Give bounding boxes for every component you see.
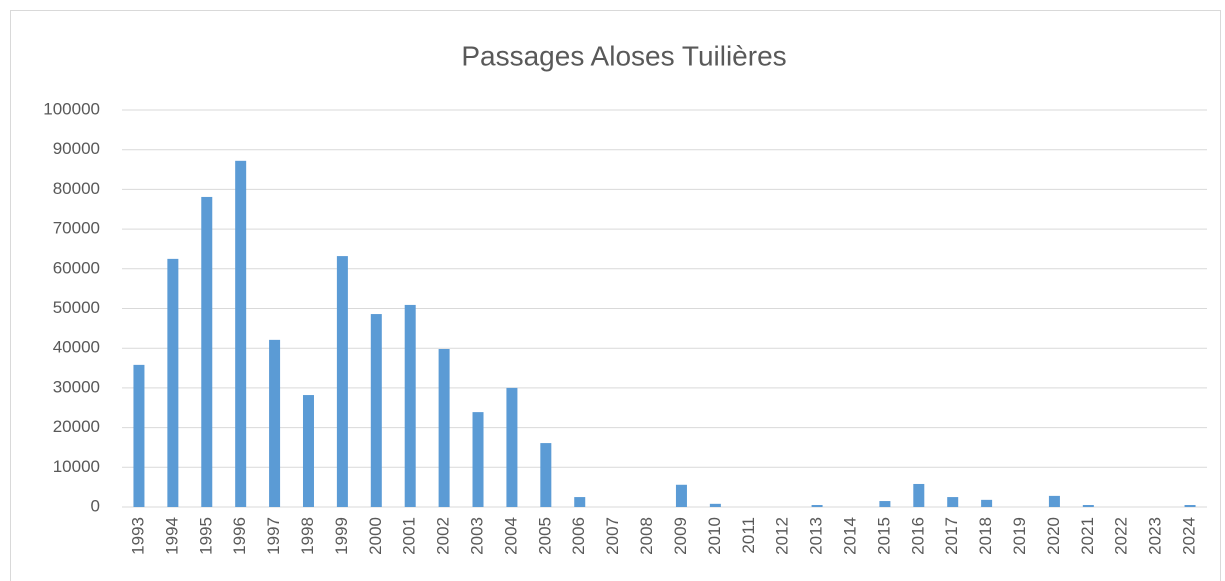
x-tick-label: 2001 <box>400 517 419 555</box>
bar <box>540 443 552 507</box>
bar <box>404 304 416 507</box>
x-tick-label: 1999 <box>332 517 351 555</box>
bar <box>981 499 993 507</box>
x-tick-label: 2019 <box>1010 517 1029 555</box>
y-tick-label: 10000 <box>53 457 100 476</box>
x-tick-label: 2009 <box>671 517 690 555</box>
x-tick-label: 2008 <box>637 517 656 555</box>
bar <box>1184 505 1196 507</box>
x-tick-label: 1994 <box>162 517 181 555</box>
x-tick-label: 2018 <box>976 517 995 555</box>
chart-border <box>10 10 1221 581</box>
bar <box>574 497 586 507</box>
y-tick-label: 30000 <box>53 377 100 396</box>
bar <box>1082 505 1094 507</box>
y-tick-label: 100000 <box>43 99 100 118</box>
x-tick-label: 1997 <box>264 517 283 555</box>
y-tick-label: 50000 <box>53 298 100 317</box>
y-tick-label: 70000 <box>53 219 100 238</box>
x-tick-label: 1993 <box>128 517 147 555</box>
x-tick-label: 2016 <box>908 517 927 555</box>
x-tick-label: 2021 <box>1078 517 1097 555</box>
x-tick-label: 2002 <box>434 517 453 555</box>
bar <box>947 497 959 507</box>
chart-title: Passages Aloses Tuilières <box>461 40 786 71</box>
x-tick-label: 2015 <box>874 517 893 555</box>
bar <box>1048 495 1060 507</box>
x-tick-label: 2010 <box>705 517 724 555</box>
x-tick-label: 1996 <box>230 517 249 555</box>
bar <box>167 258 179 507</box>
y-tick-label: 0 <box>91 496 100 515</box>
x-tick-label: 2000 <box>366 517 385 555</box>
bar <box>913 483 925 507</box>
bar <box>811 505 823 507</box>
bar <box>336 256 348 507</box>
x-tick-label: 2007 <box>603 517 622 555</box>
x-tick-label: 1995 <box>196 517 215 555</box>
bar <box>879 501 891 507</box>
bar <box>438 348 450 507</box>
x-tick-label: 1998 <box>298 517 317 555</box>
bar <box>472 412 484 507</box>
x-tick-label: 2023 <box>1146 517 1165 555</box>
y-tick-label: 40000 <box>53 338 100 357</box>
x-tick-label: 2006 <box>569 517 588 555</box>
x-tick-label: 2012 <box>773 517 792 555</box>
y-tick-label: 20000 <box>53 417 100 436</box>
bar <box>675 484 687 507</box>
x-tick-label: 2004 <box>501 517 520 555</box>
bar <box>370 314 382 507</box>
bar <box>133 364 145 507</box>
x-tick-label: 2005 <box>535 517 554 555</box>
bar <box>201 196 213 507</box>
x-tick-label: 2020 <box>1044 517 1063 555</box>
x-tick-label: 2003 <box>468 517 487 555</box>
x-tick-label: 2014 <box>840 517 859 555</box>
bar <box>302 395 314 507</box>
bar <box>709 503 721 507</box>
x-tick-label: 2011 <box>739 517 758 554</box>
bar <box>506 387 518 507</box>
y-tick-label: 60000 <box>53 258 100 277</box>
x-tick-label: 2024 <box>1180 517 1199 555</box>
x-tick-label: 2017 <box>942 517 961 555</box>
bar <box>269 339 281 507</box>
y-tick-label: 80000 <box>53 179 100 198</box>
x-tick-label: 2013 <box>807 517 826 555</box>
x-tick-label: 2022 <box>1112 517 1131 555</box>
y-tick-label: 90000 <box>53 139 100 158</box>
bar <box>235 160 247 508</box>
